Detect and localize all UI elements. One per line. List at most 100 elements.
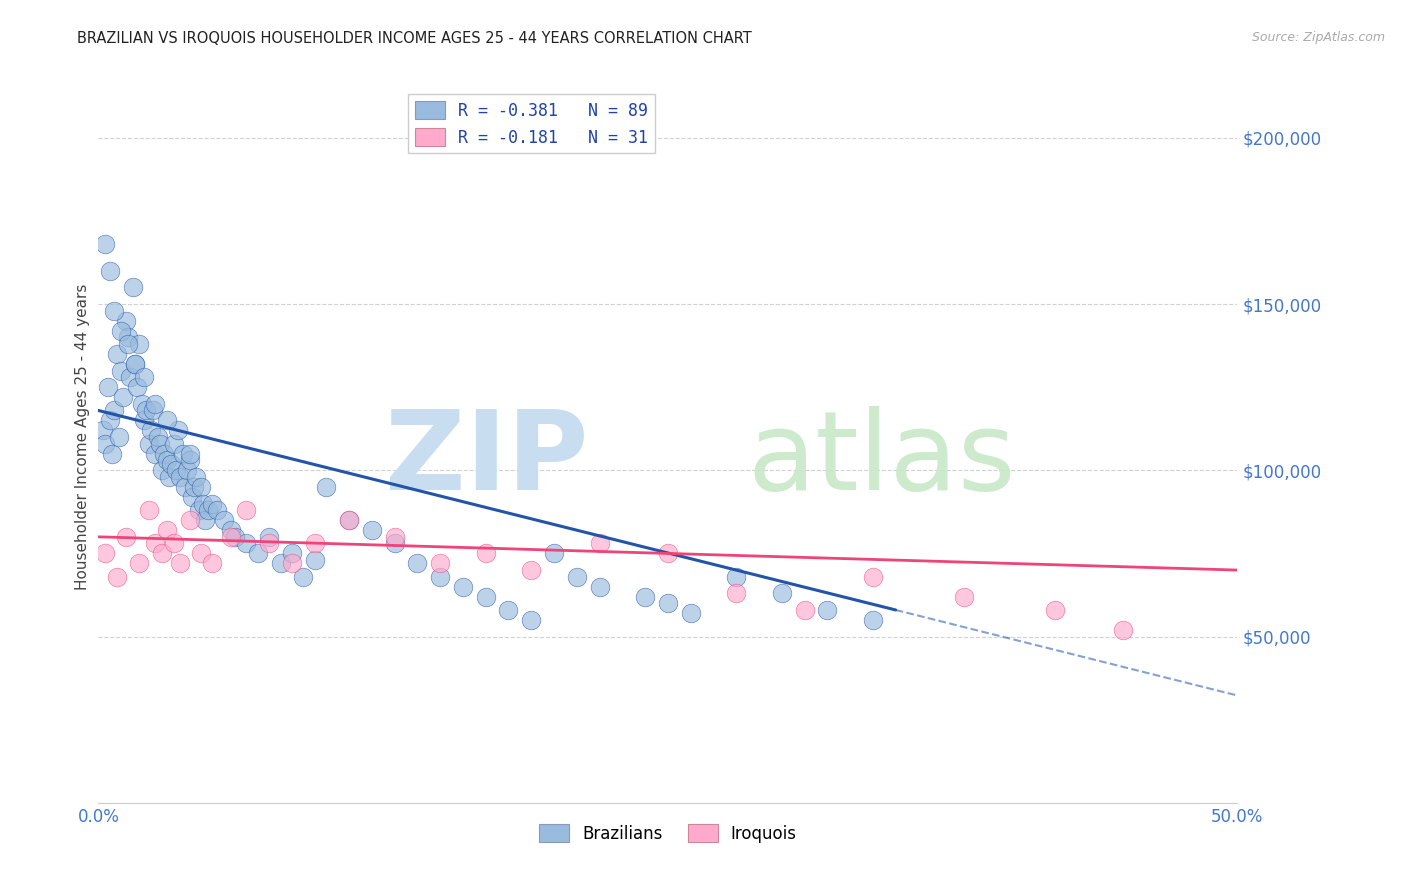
Point	[862, 613, 884, 627]
Point	[98, 413, 121, 427]
Point	[474, 590, 496, 604]
Point	[259, 530, 281, 544]
Point	[679, 607, 702, 621]
Point	[498, 603, 520, 617]
Point	[145, 397, 167, 411]
Point	[543, 546, 565, 560]
Point	[105, 570, 128, 584]
Point	[337, 513, 360, 527]
Point	[110, 363, 132, 377]
Point	[117, 330, 139, 344]
Point	[128, 557, 150, 571]
Text: ZIP: ZIP	[385, 406, 588, 513]
Point	[108, 430, 131, 444]
Point	[162, 436, 184, 450]
Text: atlas: atlas	[748, 406, 1017, 513]
Point	[520, 613, 543, 627]
Point	[953, 590, 976, 604]
Point	[160, 457, 183, 471]
Point	[169, 470, 191, 484]
Point	[124, 357, 146, 371]
Point	[156, 453, 179, 467]
Point	[103, 303, 125, 318]
Point	[179, 453, 201, 467]
Y-axis label: Householder Income Ages 25 - 44 years: Householder Income Ages 25 - 44 years	[75, 284, 90, 591]
Point	[179, 447, 201, 461]
Text: BRAZILIAN VS IROQUOIS HOUSEHOLDER INCOME AGES 25 - 44 YEARS CORRELATION CHART: BRAZILIAN VS IROQUOIS HOUSEHOLDER INCOME…	[77, 31, 752, 46]
Point	[94, 546, 117, 560]
Point	[657, 596, 679, 610]
Legend: Brazilians, Iroquois: Brazilians, Iroquois	[531, 817, 804, 849]
Point	[194, 513, 217, 527]
Point	[474, 546, 496, 560]
Point	[114, 314, 136, 328]
Point	[112, 390, 135, 404]
Point	[103, 403, 125, 417]
Point	[770, 586, 793, 600]
Point	[127, 380, 149, 394]
Point	[167, 424, 190, 438]
Point	[360, 523, 382, 537]
Point	[149, 436, 172, 450]
Point	[131, 397, 153, 411]
Point	[429, 570, 451, 584]
Point	[94, 436, 117, 450]
Point	[101, 447, 124, 461]
Point	[725, 570, 748, 584]
Point	[172, 447, 194, 461]
Point	[219, 530, 242, 544]
Point	[520, 563, 543, 577]
Point	[304, 536, 326, 550]
Point	[128, 337, 150, 351]
Point	[588, 580, 610, 594]
Point	[292, 570, 315, 584]
Point	[201, 557, 224, 571]
Point	[94, 237, 117, 252]
Point	[114, 530, 136, 544]
Point	[145, 447, 167, 461]
Point	[138, 503, 160, 517]
Point	[124, 357, 146, 371]
Point	[190, 546, 212, 560]
Point	[315, 480, 337, 494]
Point	[205, 503, 228, 517]
Point	[91, 424, 114, 438]
Point	[150, 463, 173, 477]
Point	[588, 536, 610, 550]
Point	[793, 603, 815, 617]
Point	[193, 497, 215, 511]
Point	[187, 503, 209, 517]
Point	[212, 513, 235, 527]
Point	[135, 403, 157, 417]
Point	[180, 490, 202, 504]
Point	[384, 530, 406, 544]
Point	[190, 480, 212, 494]
Point	[1043, 603, 1066, 617]
Point	[132, 413, 155, 427]
Point	[235, 503, 257, 517]
Point	[138, 436, 160, 450]
Point	[270, 557, 292, 571]
Point	[179, 513, 201, 527]
Point	[657, 546, 679, 560]
Point	[132, 370, 155, 384]
Point	[219, 523, 242, 537]
Point	[186, 470, 208, 484]
Point	[146, 430, 169, 444]
Point	[117, 337, 139, 351]
Point	[156, 413, 179, 427]
Point	[150, 546, 173, 560]
Point	[281, 557, 304, 571]
Point	[406, 557, 429, 571]
Point	[157, 470, 180, 484]
Point	[156, 523, 179, 537]
Point	[153, 447, 176, 461]
Point	[815, 603, 838, 617]
Point	[235, 536, 257, 550]
Point	[565, 570, 588, 584]
Point	[145, 536, 167, 550]
Point	[246, 546, 269, 560]
Point	[162, 536, 184, 550]
Point	[96, 380, 118, 394]
Point	[142, 403, 165, 417]
